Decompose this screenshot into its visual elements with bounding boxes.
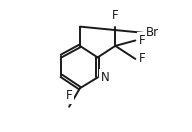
Text: F: F bbox=[112, 9, 119, 22]
Text: N: N bbox=[101, 71, 109, 84]
Text: F: F bbox=[138, 34, 145, 47]
Text: F: F bbox=[66, 89, 72, 102]
Text: Br: Br bbox=[146, 26, 159, 39]
Text: F: F bbox=[138, 52, 145, 65]
